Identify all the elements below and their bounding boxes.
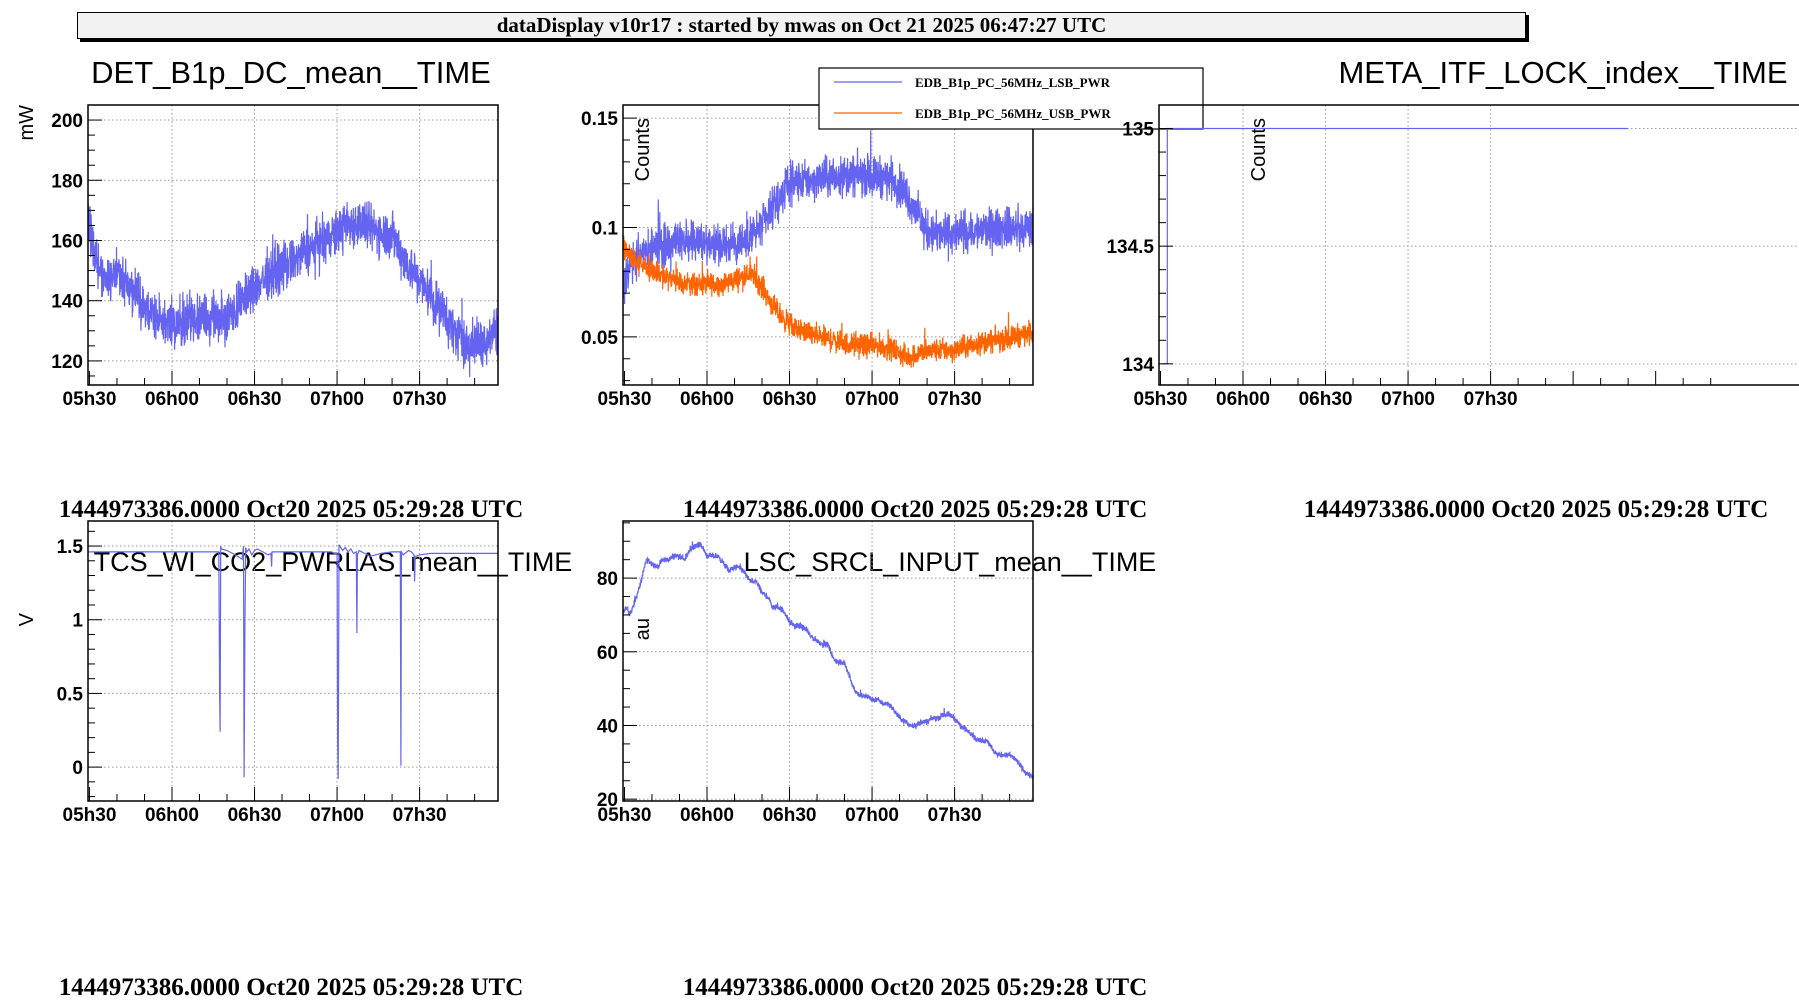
y-tick-label: 0.15: [581, 109, 618, 130]
x-tick-label: 07h00: [845, 805, 899, 826]
series-line-edb-b1p-pc-56mhz-usb-pwr: [623, 235, 1033, 368]
panel-title: DET_B1p_DC_mean__TIME: [91, 55, 491, 90]
y-tick-label: 135: [1122, 120, 1154, 141]
x-tick-label: 07h30: [928, 805, 982, 826]
plot-area: 05h30 06h00 06h30 07h00 07h30 120 140 160 180 200: [51, 104, 499, 410]
y-tick-label: 0.05: [581, 328, 618, 349]
y-tick-label: 140: [51, 292, 83, 313]
y-tick-label: 0.1: [592, 219, 619, 240]
panel-title: META_ITF_LOCK_index__TIME: [1338, 55, 1787, 90]
panel-title: LSC_SRCL_INPUT_mean__TIME: [744, 547, 1157, 577]
panel-tcs: TCS_WI_CO2_PWRLAS_mean__TIME V 05h30 06h0…: [16, 520, 572, 1001]
plot-area: 05h30 06h00 06h30 07h00 07h30 0 0.5 1 1.5: [57, 520, 499, 826]
y-tick-label: 120: [51, 352, 83, 373]
y-tick-label: 1: [72, 611, 83, 632]
x-tick-label: 06h00: [1216, 389, 1270, 410]
x-tick-label: 06h30: [763, 389, 817, 410]
x-tick-label: 07h30: [393, 389, 447, 410]
x-axis-offset-label: 1444973386.0000 Oct20 2025 05:29:28 UTC: [1304, 496, 1769, 523]
x-tick-label: 06h00: [145, 805, 199, 826]
x-tick-label: 07h00: [310, 389, 364, 410]
panel-meta: META_ITF_LOCK_index__TIME Counts 05h30 06…: [1106, 55, 1799, 523]
x-tick-label: 06h00: [145, 389, 199, 410]
plot-frame: [622, 520, 1034, 802]
x-axis-offset-label: 1444973386.0000 Oct20 2025 05:29:28 UTC: [59, 496, 524, 523]
x-tick-label: 07h30: [393, 805, 447, 826]
x-tick-label: 07h30: [1464, 389, 1518, 410]
panel-lsc: LSC_SRCL_INPUT_mean__TIME au 05h30 06h00 0…: [597, 520, 1157, 1001]
x-axis-offset-label: 1444973386.0000 Oct20 2025 05:29:28 UTC: [683, 496, 1148, 523]
y-axis-label: Counts: [632, 118, 654, 181]
plot-area: 05h30 06h00 06h30 07h00 07h30 134 134.5 135: [1106, 104, 1799, 410]
x-tick-label: 06h00: [680, 805, 734, 826]
x-tick-label: 06h30: [1299, 389, 1353, 410]
legend: EDB_B1p_PC_56MHz_LSB_PWR EDB_B1p_PC_56MH…: [818, 67, 1204, 130]
panel-det: DET_B1p_DC_mean__TIME mW 05h30 06h00 06h30…: [16, 55, 523, 523]
plot-frame: [87, 104, 499, 386]
y-axis-label: Counts: [1248, 118, 1270, 181]
legend-box: [818, 67, 1204, 130]
series-line-edb-b1p-pc-56mhz-lsb-pwr: [623, 130, 1033, 305]
legend-label-lsb: EDB_B1p_PC_56MHz_LSB_PWR: [915, 75, 1111, 90]
x-tick-label: 07h00: [1381, 389, 1435, 410]
y-tick-label: 160: [51, 231, 83, 252]
x-tick-label: 05h30: [598, 389, 652, 410]
y-axis-label: mW: [16, 105, 38, 141]
canvas-header: dataDisplay v10r17 : started by mwas on …: [77, 12, 1526, 39]
y-tick-label: 134: [1122, 355, 1154, 376]
legend-label-usb: EDB_B1p_PC_56MHz_USB_PWR: [915, 106, 1111, 121]
x-tick-label: 07h00: [845, 389, 899, 410]
y-axis-label: V: [16, 612, 38, 626]
series-line-lsc-srcl-input-mean: [623, 541, 1033, 779]
y-tick-label: 80: [597, 569, 618, 590]
panel-edb: Counts 05h30 06h00 06h30 07h00 07h30 0.05 0.1 0…: [581, 67, 1204, 523]
y-tick-label: 0: [72, 758, 83, 779]
x-tick-label: 05h30: [1134, 389, 1188, 410]
x-tick-label: 05h30: [598, 805, 652, 826]
series-group: [88, 201, 498, 378]
series-group: [88, 544, 498, 779]
x-tick-label: 06h00: [680, 389, 734, 410]
y-tick-label: 180: [51, 171, 83, 192]
x-tick-label: 06h30: [228, 389, 282, 410]
series-line-det-b1p-dc-mean: [88, 201, 498, 378]
series-group: [623, 130, 1033, 368]
y-tick-label: 134.5: [1106, 237, 1154, 258]
x-tick-label: 05h30: [63, 389, 117, 410]
y-tick-label: 40: [597, 716, 618, 737]
y-tick-label: 20: [597, 790, 618, 811]
x-tick-label: 06h30: [763, 805, 817, 826]
x-axis-offset-label: 1444973386.0000 Oct20 2025 05:29:28 UTC: [683, 974, 1148, 1001]
x-tick-label: 07h00: [310, 805, 364, 826]
x-axis-offset-label: 1444973386.0000 Oct20 2025 05:29:28 UTC: [59, 974, 524, 1001]
plot-frame: [1158, 104, 1799, 386]
x-tick-label: 05h30: [63, 805, 117, 826]
plot-area: 05h30 06h00 06h30 07h00 07h30 20 40 60 80: [597, 520, 1034, 826]
y-tick-label: 60: [597, 643, 618, 664]
series-group: [623, 541, 1033, 779]
plot-frame: [87, 520, 499, 802]
y-axis-label: au: [632, 618, 654, 640]
header-title: dataDisplay v10r17 : started by mwas on …: [496, 13, 1107, 37]
x-tick-label: 06h30: [228, 805, 282, 826]
series-line-tcs-wi-co2-pwrlas-mean: [88, 544, 498, 779]
y-tick-label: 0.5: [57, 684, 84, 705]
x-tick-label: 07h30: [928, 389, 982, 410]
y-tick-label: 1.5: [57, 537, 84, 558]
y-tick-label: 200: [51, 111, 83, 132]
